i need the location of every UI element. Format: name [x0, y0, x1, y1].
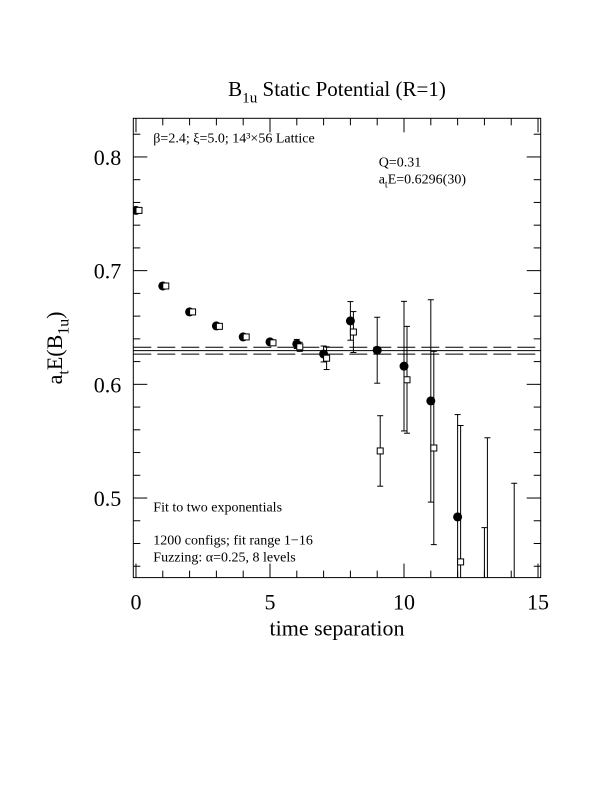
y-axis-label-part: 1u	[56, 319, 73, 335]
data-point	[372, 345, 382, 355]
data-point	[430, 444, 438, 452]
annotation-part: β=2.4; ξ=5.0; 14³×56 Lattice	[153, 131, 314, 146]
data-point	[403, 376, 411, 384]
x-axis-label: time separation	[269, 616, 404, 641]
annotation: Fit to two exponentials	[153, 501, 282, 516]
x-tick-label: 10	[393, 590, 415, 615]
data-point	[376, 447, 384, 455]
data-layer	[133, 205, 518, 578]
annotation-part: Q=0.31	[379, 155, 422, 170]
data-point	[457, 558, 465, 566]
annotation-part: 1200 configs; fit range 1−16	[153, 534, 313, 549]
annotation-part: t	[385, 180, 388, 191]
annotation-part: Fuzzing: α=0.25, 8 levels	[153, 551, 295, 566]
x-tick-label: 0	[130, 590, 141, 615]
y-axis-label-part: a	[42, 374, 67, 384]
y-tick-label: 0.6	[94, 372, 122, 397]
chart-title-part: Static Potential (R=1)	[257, 77, 446, 101]
y-tick-label: 0.7	[94, 259, 122, 284]
data-point	[399, 361, 409, 371]
annotation-part: E=0.6296(30)	[388, 172, 467, 187]
y-axis-label-part: )	[42, 312, 67, 319]
data-point	[349, 328, 357, 336]
data-point	[296, 343, 304, 351]
data-point	[135, 206, 143, 214]
annotation: Fuzzing: α=0.25, 8 levels	[153, 551, 295, 566]
data-point	[189, 308, 197, 316]
annotation: β=2.4; ξ=5.0; 14³×56 Lattice	[153, 131, 314, 146]
x-tick-label: 15	[527, 590, 549, 615]
data-point	[269, 339, 277, 347]
data-point	[242, 333, 250, 341]
annotation-part: a	[379, 172, 386, 187]
chart-title: B1u Static Potential (R=1)	[228, 77, 446, 106]
data-point	[323, 354, 331, 362]
y-axis-label-part: t	[56, 370, 73, 375]
y-tick-label: 0.8	[94, 145, 122, 170]
x-axis-label-part: time separation	[269, 616, 404, 641]
data-point	[453, 512, 463, 522]
chart-title-part: 1u	[242, 90, 258, 106]
annotation: 1200 configs; fit range 1−16	[153, 534, 313, 549]
data-point	[345, 316, 355, 326]
data-point	[215, 322, 223, 330]
annotation: atE=0.6296(30)	[379, 172, 467, 190]
y-tick-label: 0.5	[94, 486, 122, 511]
annotation: Q=0.31	[379, 155, 422, 170]
annotation-part: Fit to two exponentials	[153, 501, 282, 516]
y-axis-label-part: E(B	[42, 335, 67, 370]
x-tick-label: 5	[264, 590, 275, 615]
plot-frame	[132, 117, 542, 579]
chart-title-part: B	[228, 77, 242, 101]
data-point	[426, 396, 436, 406]
data-point	[162, 282, 170, 290]
y-axis-label: atE(B1u)	[42, 312, 73, 385]
